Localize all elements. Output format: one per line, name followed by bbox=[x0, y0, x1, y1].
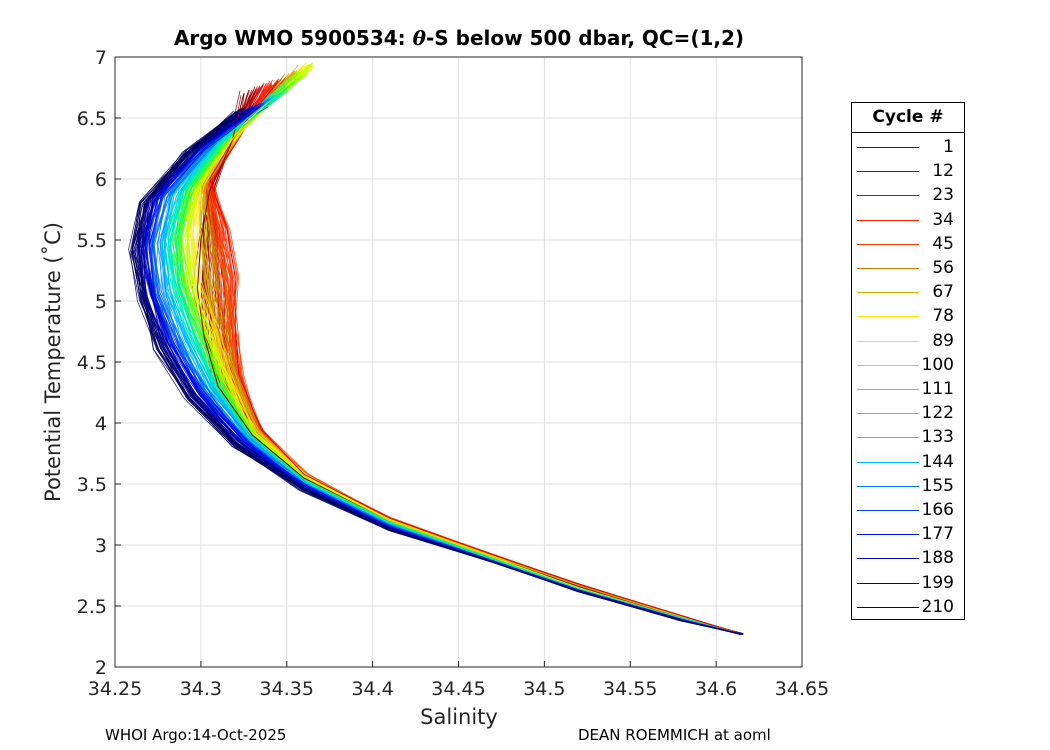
legend-swatch bbox=[857, 171, 919, 173]
legend-label: 34 bbox=[932, 209, 954, 230]
chart-title: Argo WMO 5900534: θ-S below 500 dbar, QC… bbox=[173, 26, 745, 50]
legend-swatch bbox=[857, 558, 919, 560]
x-tick-label: 34.4 bbox=[351, 678, 393, 700]
legend-swatch bbox=[857, 364, 919, 366]
x-axis-label: Salinity bbox=[420, 705, 498, 729]
y-tick-label: 3 bbox=[95, 535, 107, 557]
legend-swatch bbox=[857, 268, 919, 269]
x-tick-label: 34.55 bbox=[603, 678, 657, 700]
legend-swatch bbox=[857, 582, 919, 584]
legend-swatch bbox=[857, 292, 919, 294]
legend-label: 188 bbox=[921, 548, 954, 569]
legend-label: 166 bbox=[921, 500, 954, 520]
legend-swatch bbox=[857, 606, 919, 608]
x-tick-label: 34.5 bbox=[523, 678, 565, 700]
legend-item: 111 bbox=[852, 377, 964, 401]
legend-label: 199 bbox=[921, 572, 954, 593]
y-tick-label: 6 bbox=[95, 169, 107, 191]
x-tick-label: 34.65 bbox=[775, 678, 829, 700]
x-tick-label: 34.35 bbox=[260, 678, 314, 700]
legend-item: 23 bbox=[852, 183, 964, 207]
legend-item: 144 bbox=[852, 450, 964, 474]
legend-label: 144 bbox=[921, 451, 954, 472]
series-line-1 bbox=[196, 93, 743, 635]
series-line-177 bbox=[145, 105, 743, 635]
y-tick-label: 4 bbox=[95, 413, 107, 435]
legend-label: 12 bbox=[932, 161, 954, 182]
legend-swatch bbox=[857, 243, 919, 245]
x-tick-label: 34.45 bbox=[431, 678, 485, 700]
legend-label: 155 bbox=[921, 475, 954, 496]
series-line-23 bbox=[208, 81, 743, 635]
legend-swatch bbox=[857, 510, 919, 511]
x-axis-ticks: 34.25 34.3 34.35 34.4 34.45 34.5 34.55 34.6 34.6… bbox=[88, 661, 829, 700]
y-tick-label: 2.5 bbox=[77, 596, 107, 618]
y-tick-label: 4.5 bbox=[77, 352, 107, 374]
legend-item: 67 bbox=[852, 280, 964, 304]
legend-swatch bbox=[857, 219, 919, 221]
legend-label: 67 bbox=[932, 282, 954, 303]
legend-item: 155 bbox=[852, 474, 964, 498]
legend-item: 100 bbox=[852, 353, 964, 377]
legend-item: 89 bbox=[852, 329, 964, 353]
x-tick-label: 34.3 bbox=[180, 678, 222, 700]
legend-swatch bbox=[857, 485, 919, 487]
legend-item: 166 bbox=[852, 498, 964, 522]
legend-item: 1 bbox=[852, 135, 964, 159]
legend-label: 45 bbox=[932, 233, 954, 254]
legend-title: Cycle # bbox=[852, 103, 964, 133]
y-tick-label: 3.5 bbox=[77, 474, 107, 496]
legend-label: 78 bbox=[932, 306, 954, 327]
y-tick-label: 7 bbox=[95, 47, 107, 69]
x-tick-label: 34.6 bbox=[695, 678, 737, 700]
legend-swatch bbox=[857, 389, 919, 390]
footer-source: WHOI Argo:14-Oct-2025 bbox=[105, 726, 287, 744]
legend-label: 111 bbox=[921, 379, 954, 399]
x-tick-label: 34.25 bbox=[88, 678, 142, 700]
legend-label: 210 bbox=[921, 596, 954, 617]
legend-swatch bbox=[857, 195, 919, 197]
legend-swatch bbox=[857, 316, 919, 318]
series-line-133 bbox=[169, 93, 743, 635]
legend-item: 188 bbox=[852, 546, 964, 570]
footer-credit: DEAN ROEMMICH at aoml bbox=[578, 726, 771, 744]
legend-item: 78 bbox=[852, 304, 964, 328]
legend-item: 210 bbox=[852, 595, 964, 619]
legend-label: 56 bbox=[932, 258, 954, 278]
legend-label: 23 bbox=[932, 185, 954, 206]
legend-label: 100 bbox=[921, 354, 954, 375]
y-axis-label: Potential Temperature (˚C) bbox=[41, 222, 65, 502]
legend-item: 177 bbox=[852, 522, 964, 546]
legend-label: 1 bbox=[943, 137, 954, 157]
legend-swatch bbox=[857, 340, 919, 342]
legend-swatch bbox=[857, 461, 919, 463]
legend-item: 45 bbox=[852, 232, 964, 256]
legend-label: 177 bbox=[921, 524, 954, 545]
legend-item: 56 bbox=[852, 256, 964, 280]
legend: Cycle # 1 12 23 34 45 56 67 78 89 100 111 122 133 144… bbox=[851, 102, 965, 620]
legend-item: 199 bbox=[852, 571, 964, 595]
legend-swatch bbox=[857, 147, 919, 148]
theta-symbol: θ bbox=[412, 26, 426, 50]
legend-item: 12 bbox=[852, 159, 964, 183]
legend-label: 133 bbox=[921, 427, 954, 448]
legend-swatch bbox=[857, 534, 919, 536]
legend-swatch bbox=[857, 437, 919, 439]
legend-item: 122 bbox=[852, 401, 964, 425]
y-tick-label: 6.5 bbox=[77, 108, 107, 130]
series-line-210 bbox=[131, 111, 743, 635]
legend-label: 89 bbox=[932, 330, 954, 351]
series-line-89 bbox=[186, 62, 743, 635]
y-tick-label: 5 bbox=[95, 291, 107, 313]
series-group bbox=[128, 62, 744, 636]
legend-swatch bbox=[857, 413, 919, 415]
y-axis-ticks: 2 2.5 3 3.5 4 4.5 5 5.5 6 6.5 7 bbox=[77, 47, 121, 679]
y-tick-label: 2 bbox=[95, 657, 107, 679]
legend-item: 34 bbox=[852, 208, 964, 232]
legend-item: 133 bbox=[852, 425, 964, 449]
legend-label: 122 bbox=[921, 403, 954, 424]
y-tick-label: 5.5 bbox=[77, 230, 107, 252]
